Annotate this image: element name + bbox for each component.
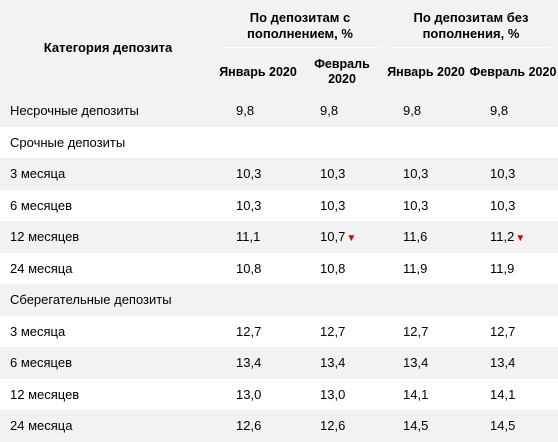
subheader-jan-with-topup: Январь 2020 <box>219 64 297 79</box>
cell-value: 10,3 <box>236 166 262 181</box>
table-row: 3 месяца 10,3 10,3 10,3 10,3 <box>0 158 558 190</box>
cell-value: 14,5 <box>403 418 429 433</box>
cell-value: 11,2 <box>490 229 515 244</box>
group-without-topup-header: По депозитам без пополнения, % <box>413 10 529 41</box>
section-label: Сберегательные депозиты <box>10 292 172 307</box>
cell-value-with-decrease: 11,2▼ <box>490 221 525 253</box>
cell-value: 13,0 <box>320 386 346 402</box>
down-triangle-icon: ▼ <box>515 233 526 244</box>
cell-value: 9,8 <box>490 103 509 118</box>
cell-value: 10,3 <box>320 197 346 213</box>
table-row: Сберегательные депозиты <box>0 284 558 316</box>
cell-value: 10,8 <box>236 260 262 276</box>
row-label: 24 месяца <box>10 418 73 433</box>
table-row: 3 месяца 12,7 12,7 12,7 12,7 <box>0 316 558 348</box>
cell-value-with-decrease: 10,7▼ <box>320 221 356 253</box>
row-label: 12 месяцев <box>10 386 80 402</box>
cell-value: 12,6 <box>320 418 346 433</box>
cell-value: 13,0 <box>236 386 262 402</box>
cell-value: 11,9 <box>403 260 428 276</box>
table-row: 12 месяцев 13,0 13,0 14,1 14,1 <box>0 379 558 411</box>
cell-value: 10,8 <box>320 260 346 276</box>
cell-value: 10,3 <box>320 166 346 181</box>
cell-value: 13,4 <box>236 355 262 370</box>
row-label: 24 месяца <box>10 260 73 276</box>
cell-value: 10,3 <box>236 197 262 213</box>
row-label: 3 месяца <box>10 166 66 181</box>
table-row: 24 месяца 12,6 12,6 14,5 14,5 <box>0 410 558 442</box>
category-column-header: Категория депозита <box>43 40 173 55</box>
cell-value: 14,1 <box>490 386 516 402</box>
cell-value: 11,1 <box>236 229 261 244</box>
table-row: 6 месяцев 13,4 13,4 13,4 13,4 <box>0 347 558 379</box>
subheader-jan-without-topup: Январь 2020 <box>387 64 465 79</box>
cell-value: 11,6 <box>403 229 428 244</box>
down-triangle-icon: ▼ <box>346 233 357 244</box>
table-row: 24 месяца 10,8 10,8 11,9 11,9 <box>0 253 558 285</box>
row-label: 6 месяцев <box>10 197 72 213</box>
table-row: Несрочные депозиты 9,8 9,8 9,8 9,8 <box>0 95 558 127</box>
row-label: Несрочные депозиты <box>10 103 139 118</box>
table-header: Категория депозита По депозитам с пополн… <box>0 0 558 95</box>
group-with-topup-header: По депозитам с пополнением, % <box>247 10 353 41</box>
header-divider <box>224 47 380 48</box>
cell-value: 14,5 <box>490 418 516 433</box>
cell-value: 12,7 <box>236 323 262 339</box>
row-label: 3 месяца <box>10 323 66 339</box>
cell-value: 9,8 <box>403 103 422 118</box>
cell-value: 10,3 <box>490 166 516 181</box>
cell-value: 13,4 <box>403 355 429 370</box>
header-divider <box>392 47 550 48</box>
cell-value: 13,4 <box>490 355 516 370</box>
cell-value: 14,1 <box>403 386 429 402</box>
cell-value: 13,4 <box>320 355 346 370</box>
cell-value: 12,7 <box>320 323 346 339</box>
cell-value: 10,3 <box>403 166 429 181</box>
subheader-feb-without-topup: Февраль 2020 <box>469 64 557 79</box>
cell-value: 9,8 <box>320 103 339 118</box>
cell-value: 9,8 <box>236 103 255 118</box>
table-row: Срочные депозиты <box>0 127 558 159</box>
cell-value: 10,3 <box>490 197 516 213</box>
row-label: 6 месяцев <box>10 355 72 370</box>
subheader-feb-with-topup: Февраль 2020 <box>314 57 370 86</box>
table-row: 6 месяцев 10,3 10,3 10,3 10,3 <box>0 190 558 222</box>
table-row: 12 месяцев 11,1 10,7▼ 11,6 11,2▼ <box>0 221 558 253</box>
cell-value: 11,9 <box>490 260 515 276</box>
cell-value: 12,6 <box>236 418 262 433</box>
cell-value: 10,3 <box>403 197 429 213</box>
cell-value: 12,7 <box>490 323 516 339</box>
cell-value: 10,7 <box>320 229 346 244</box>
section-label: Срочные депозиты <box>10 134 126 150</box>
row-label: 12 месяцев <box>10 229 80 244</box>
cell-value: 12,7 <box>403 323 429 339</box>
